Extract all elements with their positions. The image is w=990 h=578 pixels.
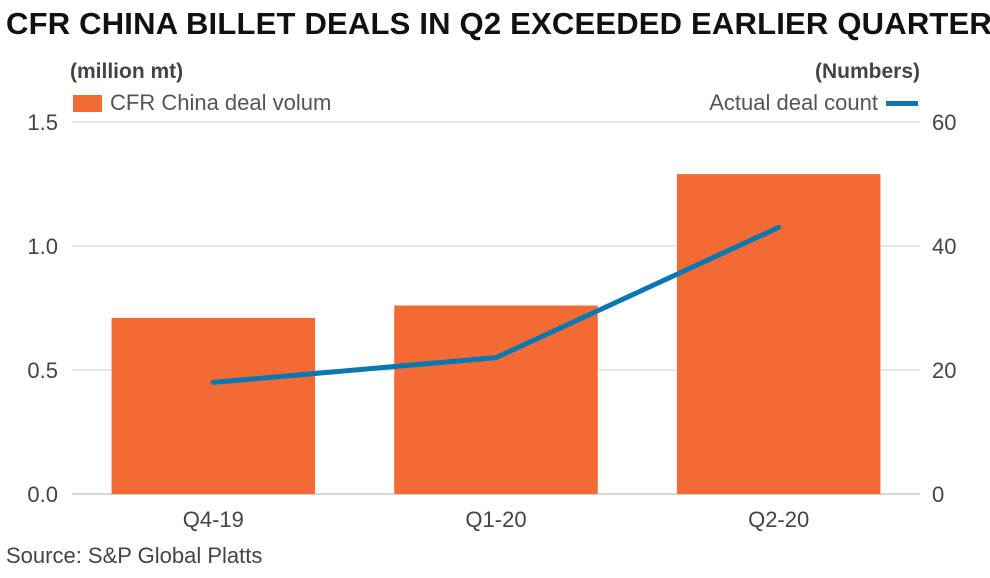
legend-bar-swatch [73, 94, 102, 112]
legend-line-swatch [886, 100, 918, 106]
legend-line-label: Actual deal count [709, 90, 878, 115]
y-right-tick-label: 0 [932, 482, 944, 507]
right-axis-unit: (Numbers) [814, 60, 920, 83]
y-left-tick-label: 1.5 [27, 110, 58, 135]
y-left-tick-label: 1.0 [27, 234, 58, 259]
y-left-tick-label: 0.0 [27, 482, 58, 507]
bar [111, 317, 316, 494]
bar [676, 174, 881, 494]
x-tick-label: Q2-20 [748, 507, 809, 532]
y-right-tick-label: 20 [932, 358, 956, 383]
y-right-tick-label: 60 [932, 110, 956, 135]
x-tick-label: Q4-19 [183, 507, 244, 532]
legend-bar-label: CFR China deal volum [110, 90, 332, 115]
legend-line-series: Actual deal count [709, 90, 918, 116]
bar [394, 305, 598, 494]
chart-title: CFR CHINA BILLET DEALS IN Q2 EXCEEDED EA… [6, 6, 990, 41]
y-left-tick-label: 0.5 [27, 358, 58, 383]
legend-bar-series: CFR China deal volum [73, 90, 331, 116]
left-axis-unit: (million mt) [70, 60, 184, 83]
x-tick-label: Q1-20 [465, 507, 526, 532]
source-note: Source: S&P Global Platts [6, 543, 263, 568]
y-right-tick-label: 40 [932, 234, 956, 259]
